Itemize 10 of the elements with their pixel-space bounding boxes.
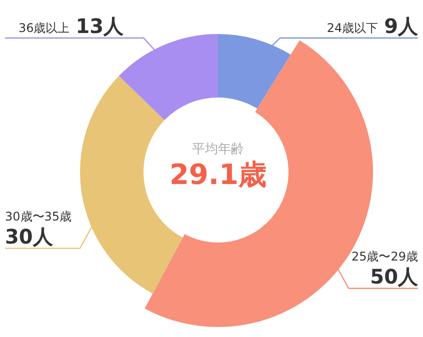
data-label: 30人 <box>5 224 54 248</box>
text: 平均年齢 <box>191 141 245 158</box>
slice-label: 24歳以下 <box>326 21 378 35</box>
data-label: 50人 <box>370 264 419 288</box>
data-label: 9人 <box>384 14 419 38</box>
slice-label: 36歳以上 <box>18 21 70 35</box>
text: 29.1歳 <box>168 158 268 192</box>
slice-label: 30歳〜35歳 <box>5 209 72 224</box>
data-label: 13人 <box>76 14 125 38</box>
slice-label: 25歳〜29歳 <box>351 249 418 264</box>
